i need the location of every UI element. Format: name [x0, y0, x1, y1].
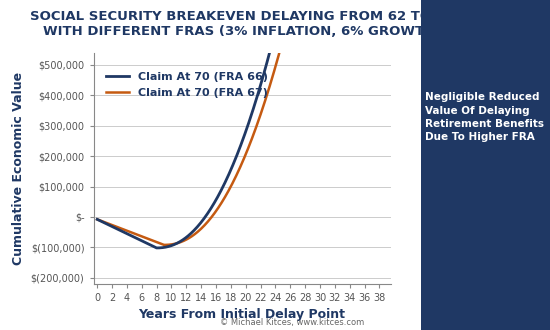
Claim At 70 (FRA 66)	[262, 65, 269, 69]
Line: Claim At 70 (FRA 66): Claim At 70 (FRA 66)	[97, 0, 379, 248]
Claim At 70 (FRA 66)	[247, 116, 254, 120]
Claim At 70 (FRA 66)	[228, 166, 235, 170]
Y-axis label: Cumulative Economic Value: Cumulative Economic Value	[12, 72, 25, 265]
Claim At 70 (FRA 67)	[247, 141, 254, 145]
Text: © Michael Kitces, www.kitces.com: © Michael Kitces, www.kitces.com	[220, 318, 364, 327]
Line: Claim At 70 (FRA 67): Claim At 70 (FRA 67)	[97, 0, 379, 245]
Claim At 70 (FRA 67)	[262, 97, 269, 101]
Claim At 70 (FRA 67)	[161, 243, 168, 247]
Claim At 70 (FRA 67)	[230, 179, 237, 183]
Text: SOCIAL SECURITY BREAKEVEN DELAYING FROM 62 TO 70
WITH DIFFERENT FRAS (3% INFLATI: SOCIAL SECURITY BREAKEVEN DELAYING FROM …	[30, 10, 454, 38]
Claim At 70 (FRA 67)	[94, 217, 101, 221]
Legend: Claim At 70 (FRA 66), Claim At 70 (FRA 67): Claim At 70 (FRA 66), Claim At 70 (FRA 6…	[102, 68, 272, 102]
Text: Negligible Reduced
Value Of Delaying
Retirement Benefits
Due To Higher FRA: Negligible Reduced Value Of Delaying Ret…	[425, 92, 543, 142]
X-axis label: Years From Initial Delay Point: Years From Initial Delay Point	[139, 308, 345, 321]
Claim At 70 (FRA 66)	[230, 162, 237, 166]
Claim At 70 (FRA 67)	[228, 182, 235, 186]
Claim At 70 (FRA 66)	[94, 217, 101, 221]
Claim At 70 (FRA 66)	[154, 246, 161, 250]
